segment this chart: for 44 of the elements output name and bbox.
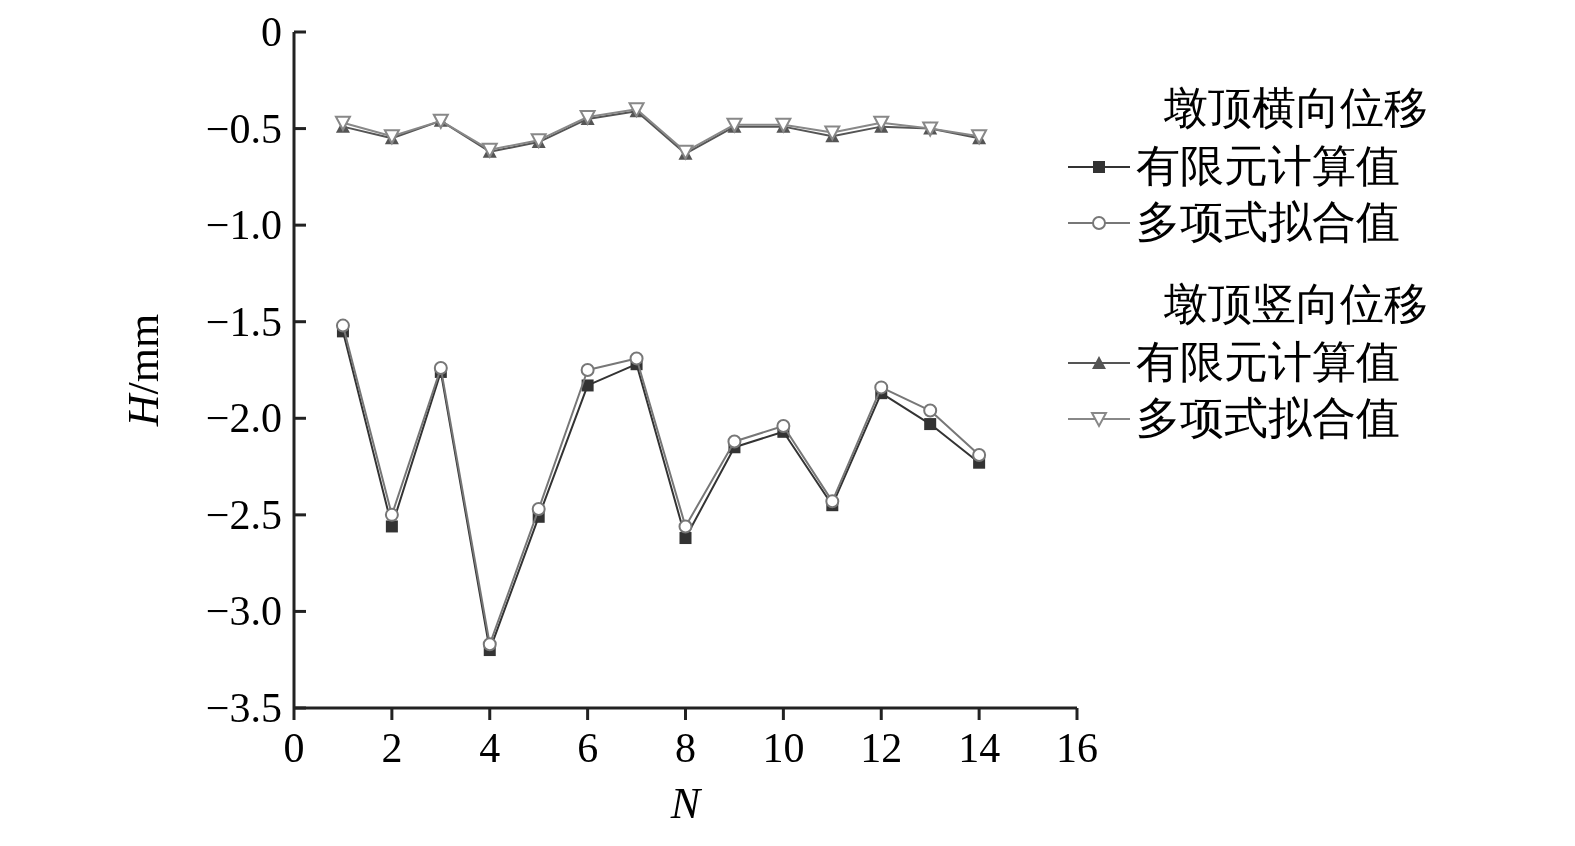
point [874, 380, 889, 395]
point [580, 363, 595, 377]
text: 墩顶竖向位移 [1163, 280, 1428, 329]
point [776, 419, 791, 434]
point [727, 434, 742, 449]
legend-label: 有限元计算值 [1136, 142, 1400, 191]
y-tick-label: −2.5 [205, 491, 282, 538]
point [433, 361, 448, 376]
point [678, 519, 693, 534]
text: 墩顶横向位移 [1163, 84, 1428, 133]
x-tick-label: 2 [381, 725, 403, 771]
y-axis-title: H/mm [119, 313, 168, 428]
y-tick-label: −1.5 [205, 298, 282, 345]
point [482, 637, 497, 652]
point [873, 115, 890, 131]
point [335, 318, 350, 333]
y-tick-label: −3.5 [205, 685, 282, 731]
x-axis-title: N [669, 779, 703, 828]
point [825, 494, 840, 509]
x-tick-label: 8 [675, 725, 696, 771]
point [384, 507, 399, 522]
point [334, 115, 351, 131]
point [679, 532, 692, 545]
point [629, 351, 644, 366]
x-tick-label: 12 [860, 725, 903, 771]
x-tick-label: 10 [762, 725, 805, 771]
point [385, 520, 398, 533]
point [824, 125, 841, 141]
x-tick-label: 16 [1056, 725, 1098, 771]
x-tick-label: 6 [577, 725, 599, 771]
point [531, 502, 546, 517]
legend-label: 多项式拟合值 [1136, 198, 1400, 247]
legend-label: 多项式拟合值 [1136, 394, 1400, 443]
y-tick-label: −1.0 [205, 202, 282, 249]
x-tick-label: 4 [479, 725, 501, 771]
point [924, 418, 937, 431]
y-tick-label: 0 [261, 9, 282, 55]
x-tick-label: 14 [958, 725, 1001, 771]
y-tick-label: −2.0 [205, 395, 282, 442]
y-tick-label: −0.5 [205, 105, 282, 152]
y-tick-label: −3.0 [205, 588, 282, 635]
point [972, 447, 987, 462]
legend-label: 有限元计算值 [1136, 338, 1400, 387]
point [923, 403, 938, 418]
